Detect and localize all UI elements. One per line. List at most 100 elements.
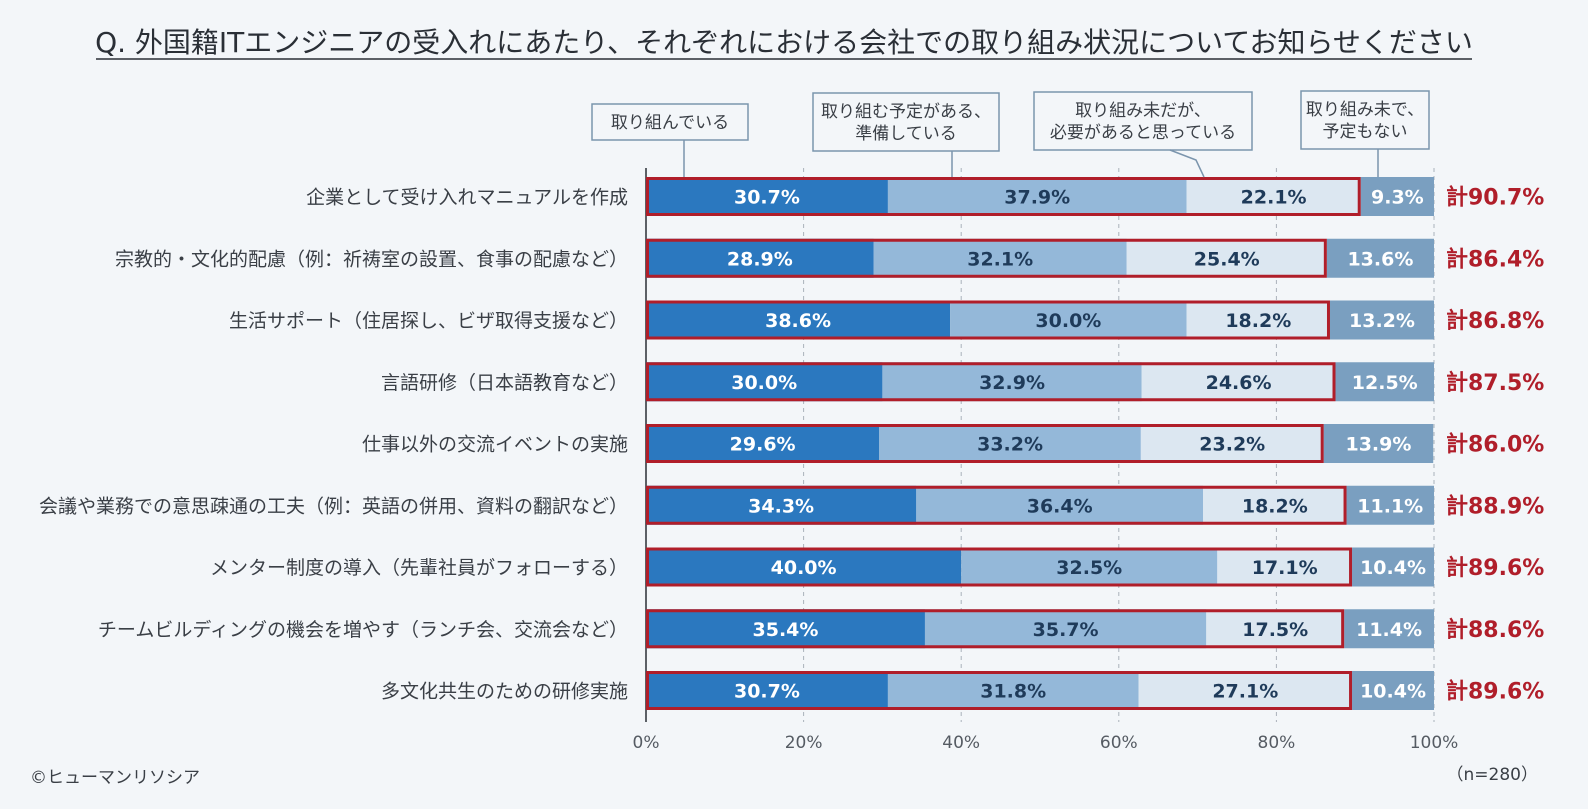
bar-value-label: 11.1% [1357,495,1423,517]
bar-segment [646,300,951,340]
category-label: 企業として受け入れマニュアルを作成 [306,187,628,209]
x-tick-label: 60% [1100,733,1138,753]
bar-value-label: 36.4% [1027,495,1093,517]
legend-box [812,92,1000,152]
bar-segment [1141,362,1336,402]
bar-segment [879,424,1141,463]
bar-segment [1344,609,1434,649]
bar-segment [1335,362,1434,402]
bar-value-label: 32.9% [979,372,1045,394]
copyright-credit: ©ヒューマンリソシア [30,768,200,788]
bar-value-label: 9.3% [1371,187,1424,209]
highlight-outline [646,547,1353,587]
bar-segment [646,362,883,402]
bar-segment [646,238,874,278]
bar-value-label: 24.6% [1206,372,1272,394]
highlight-outline [646,177,1361,216]
bar-segment [1217,547,1353,587]
category-label: 多文化共生のための研修実施 [381,681,628,703]
category-label: 会議や業務での意思疎通の工夫（例：英語の併用、資料の翻訳など） [39,495,628,517]
category-label: 仕事以外の交流イベントの実施 [362,434,628,456]
bar-segment [924,609,1207,649]
bar-value-label: 31.8% [980,681,1046,703]
bar-value-label: 40.0% [771,557,837,579]
bar-segment [646,485,917,525]
chart-title-group: Q. 外国籍ITエンジニアの受入れにあたり、それぞれにおける会社での取り組み状況… [95,26,1473,60]
bar-segment [1352,671,1434,710]
x-tick-label: 20% [785,733,823,753]
highlight-outline [646,300,1330,340]
bar-segment [887,671,1139,710]
legend-label: 取り組んでいる [611,113,729,133]
chart-title: Q. 外国籍ITエンジニアの受入れにあたり、それぞれにおける会社での取り組み状況… [95,26,1473,59]
bar-value-label: 35.7% [1033,619,1099,641]
bars-layer: 30.7% 37.9% 22.1% 9.3% 28.9% 32.1% 25.4% 13.6% 3… [646,177,1434,710]
bar-segment [882,362,1142,402]
x-tick-label: 0% [633,733,660,753]
bar-segment [1138,671,1353,710]
bar-segment [887,177,1187,216]
total-label: 計86.8% [1446,308,1544,334]
bar-value-label: 10.4% [1360,681,1426,703]
bar-value-label: 30.0% [731,372,797,394]
category-label: 言語研修（日本語教育など） [381,372,628,394]
bar-segment [916,485,1204,525]
bar-segment [1323,424,1434,463]
bar-value-label: 13.9% [1345,434,1411,456]
bar-segment [646,177,888,216]
highlight-outline [646,485,1347,525]
bar-value-label: 35.4% [753,619,819,641]
total-labels: 計90.7% 計86.4% 計86.8% 計87.5% 計86.0% 計88.9% 計89.… [1446,185,1544,705]
bar-value-label: 13.6% [1347,248,1413,270]
legend-box [1300,90,1430,150]
bar-value-label: 17.1% [1252,557,1318,579]
total-label: 計86.4% [1446,246,1544,272]
bar-value-label: 32.5% [1056,557,1122,579]
total-label: 計87.5% [1446,370,1544,396]
bar-segment [1352,547,1434,587]
x-tick-label: 100% [1410,733,1459,753]
legend: 取り組んでいる 取り組む予定がある、準備している 取り組み未だが、必要があると思って… [591,90,1430,178]
bar-value-label: 27.1% [1212,681,1278,703]
bar-value-label: 37.9% [1004,187,1070,209]
bar-value-label: 18.2% [1225,310,1291,332]
bar-value-label: 30.7% [734,187,800,209]
category-label: チームビルディングの機会を増やす（ランチ会、交流会など） [98,619,628,641]
bar-segment [950,300,1187,340]
bar-segment [646,424,880,463]
highlight-outline [646,362,1336,402]
bar-segment [1360,177,1434,216]
bar-value-label: 10.4% [1360,557,1426,579]
legend-label: 準備している [855,124,957,144]
legend-label: 取り組み未だが、 [1075,101,1211,121]
category-labels: 企業として受け入れマニュアルを作成宗教的・文化的配慮（例：祈祷室の設置、食事の配… [39,187,628,703]
total-label: 計88.9% [1446,493,1544,519]
bar-segment [1126,238,1327,278]
category-label: メンター制度の導入（先輩社員がフォローする） [210,557,628,579]
bar-value-label: 32.1% [967,248,1033,270]
bar-value-label: 38.6% [765,310,831,332]
bar-segment [646,671,888,710]
bar-segment [1186,177,1361,216]
x-tick-label: 40% [942,733,980,753]
legend-pointer [1169,149,1205,178]
bar-segment [1326,238,1434,278]
bar-value-label: 25.4% [1194,248,1260,270]
sample-size: （n=280） [1447,765,1538,785]
bar-value-label: 29.6% [730,434,796,456]
legend-label: 取り組む予定がある、 [821,102,991,122]
bar-value-label: 34.3% [748,495,814,517]
bar-segment [961,547,1218,587]
highlight-outline [646,238,1327,278]
bar-segment [873,238,1127,278]
bar-value-label: 13.2% [1349,310,1415,332]
bar-value-label: 30.0% [1035,310,1101,332]
legend-label: 取り組み未で、 [1306,100,1424,120]
bar-segment [646,547,962,587]
total-label: 計90.7% [1446,185,1544,211]
total-label: 計89.6% [1446,679,1544,705]
legend-box [1033,91,1253,151]
category-label: 宗教的・文化的配慮（例：祈祷室の設置、食事の配慮など） [115,248,628,270]
bar-value-label: 17.5% [1242,619,1308,641]
